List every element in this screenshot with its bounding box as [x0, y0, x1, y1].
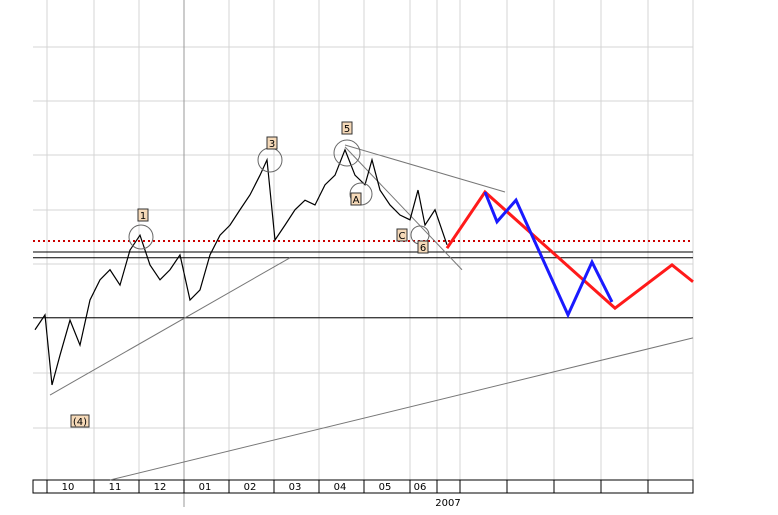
- wave-label: (4): [73, 417, 87, 428]
- x-tick-label: 02: [244, 482, 257, 493]
- trend-line: [109, 337, 694, 481]
- x-tick-label: 01: [199, 482, 212, 493]
- wave-label-box: [396, 228, 408, 242]
- x-tick-label: 04: [334, 482, 347, 493]
- wave-label-box: [137, 208, 149, 222]
- x-tick-label: 12: [154, 482, 167, 493]
- wave-label: A: [353, 195, 360, 206]
- wave-label-box: [341, 121, 353, 135]
- x-tick-label: 06: [414, 482, 427, 493]
- wave-label: 5: [344, 124, 350, 135]
- year-label: 2007: [435, 498, 460, 509]
- x-tick-label: 03: [289, 482, 302, 493]
- wave-circle: [257, 147, 283, 173]
- trend-line: [344, 146, 463, 271]
- wave-label-box: [417, 240, 429, 254]
- price-line: [34, 148, 448, 386]
- wave-label-box: [350, 192, 362, 206]
- x-tick-label: 11: [109, 482, 122, 493]
- forecast-line: [483, 191, 614, 319]
- wave-label: 3: [269, 139, 275, 150]
- x-tick-label: 05: [379, 482, 392, 493]
- wave-circle: [128, 224, 154, 250]
- wave-label: C: [399, 231, 406, 242]
- x-tick-label: 10: [62, 482, 75, 493]
- wave-label-box: [266, 136, 278, 150]
- wave-circle: [333, 139, 361, 167]
- wave-label: 6: [420, 243, 426, 254]
- wave-label-box: [70, 414, 90, 428]
- forecast-line: [445, 189, 694, 311]
- trend-line: [49, 257, 291, 396]
- wave-label: 1: [140, 211, 146, 222]
- trend-line: [344, 144, 506, 193]
- x-axis-strip: [32, 479, 694, 494]
